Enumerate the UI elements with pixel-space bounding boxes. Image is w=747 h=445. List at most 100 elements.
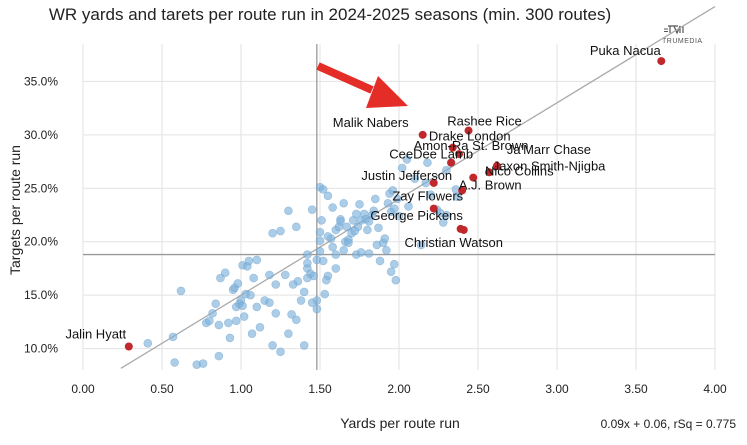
data-point (312, 304, 322, 314)
data-point (208, 309, 217, 318)
trend-line (120, 6, 716, 369)
highlighted-point (124, 342, 133, 351)
data-point (265, 270, 274, 280)
data-point (249, 273, 258, 283)
data-point (143, 338, 153, 348)
point-label: Jaxon Smith-Njigba (493, 158, 606, 173)
data-point (268, 341, 277, 350)
x-tick-label: 3.50 (624, 382, 648, 396)
data-point (363, 225, 372, 235)
data-point (299, 341, 309, 350)
data-point (391, 275, 401, 285)
highlighted-point (447, 158, 456, 167)
data-point (291, 315, 301, 325)
data-point (331, 250, 341, 259)
data-point (211, 299, 221, 309)
data-point (339, 245, 349, 255)
highlighted-point (458, 186, 467, 195)
data-point (404, 202, 413, 211)
data-point (244, 256, 254, 266)
highlighted-point (418, 130, 427, 139)
data-point (265, 298, 274, 307)
data-point (231, 316, 241, 326)
brand-label: TRUMEDIA (662, 38, 703, 45)
x-tick-label: 4.00 (703, 382, 727, 396)
x-tick-label: 0.50 (150, 382, 174, 396)
highlighted-point (448, 143, 457, 152)
data-point (328, 242, 337, 252)
data-point (374, 223, 383, 233)
highlighted-point (429, 178, 438, 187)
data-point (239, 312, 249, 321)
y-tick-label: 20.0% (24, 235, 58, 249)
x-tick-label: 1.00 (229, 382, 253, 396)
data-point (397, 163, 407, 173)
data-point (320, 289, 330, 299)
point-label: Ja'Marr Chase (507, 142, 591, 157)
data-point (442, 165, 451, 175)
data-point (224, 318, 233, 328)
data-point (352, 209, 361, 219)
reference-lines (83, 44, 715, 370)
x-axis-title: Yards per route run (340, 415, 460, 431)
data-point (214, 320, 224, 330)
data-point (350, 226, 360, 236)
data-point (416, 240, 426, 250)
data-point (303, 273, 312, 283)
data-point (255, 322, 265, 332)
highlighted-point (485, 168, 494, 177)
data-point (364, 217, 374, 226)
red-arrow-annotation (316, 62, 408, 108)
data-point (284, 329, 293, 338)
data-point (318, 185, 328, 194)
data-point (388, 186, 397, 195)
y-axis-title: Targets per route run (7, 145, 23, 275)
point-label: Rashee Rice (447, 114, 521, 129)
x-tick-label: 2.50 (466, 382, 490, 396)
point-label: CeeDee Lamb (389, 147, 473, 162)
data-point (423, 158, 432, 167)
points (143, 155, 462, 369)
data-point (331, 264, 341, 273)
data-point (318, 256, 328, 266)
data-point (442, 210, 451, 220)
data-point (238, 301, 247, 311)
point-label: Drake London (429, 129, 511, 144)
highlighted-point (469, 173, 478, 182)
data-point (268, 228, 277, 238)
data-point (356, 248, 366, 257)
data-point (369, 206, 379, 216)
x-axis-ticks: 0.00 0.50 1.00 1.50 2.00 2.50 3.00 3.50 4.00 (71, 382, 727, 396)
point-label: Zay Flowers (392, 189, 463, 204)
trend-line-layer (120, 6, 716, 369)
data-point (280, 270, 290, 280)
data-point (410, 174, 420, 183)
data-point (284, 206, 293, 216)
data-point (364, 249, 374, 258)
y-tick-label: 35.0% (24, 74, 58, 88)
data-point (287, 310, 296, 319)
point-label: Malik Nabers (333, 115, 409, 130)
highlighted-point (459, 225, 468, 234)
y-tick-label: 25.0% (24, 181, 58, 195)
trumedia-logo: TRUMEDIA (662, 25, 703, 45)
regression-equation: 0.09x + 0.06, rSq = 0.775 (601, 417, 737, 431)
data-point (336, 217, 345, 226)
y-tick-label: 30.0% (24, 128, 58, 142)
point-label: A.J. Brown (459, 177, 522, 192)
data-point (296, 296, 306, 305)
x-tick-label: 3.00 (545, 382, 569, 396)
data-point (170, 358, 179, 367)
data-point (220, 268, 230, 278)
data-point (299, 287, 309, 297)
chart-title: WR yards and tarets per route run in 202… (49, 5, 611, 24)
data-point (323, 232, 333, 241)
data-point (315, 247, 325, 256)
grid (82, 44, 716, 370)
data-point (291, 222, 301, 232)
point-label: Amon-Ra St. Brown (414, 138, 529, 153)
point-label: Nico Collins (485, 164, 554, 179)
highlighted-point (455, 150, 464, 159)
data-point (386, 267, 396, 276)
